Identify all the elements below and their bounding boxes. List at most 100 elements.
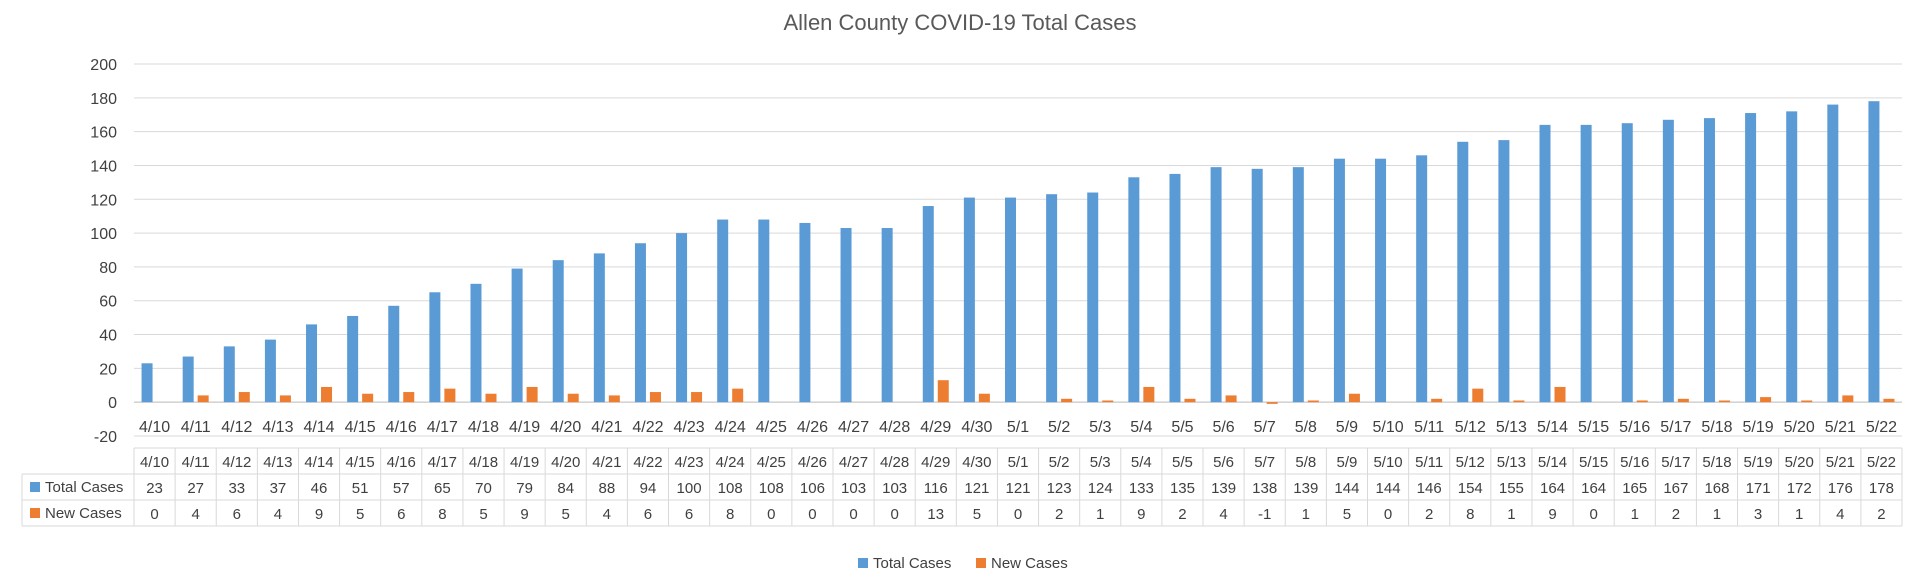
table-header-cell: 4/19 [510, 454, 539, 471]
table-header-cell: 5/8 [1295, 454, 1316, 471]
table-cell: 4 [603, 506, 611, 523]
table-cell: 9 [315, 506, 323, 523]
x-tick-label: 5/4 [1130, 419, 1152, 436]
bar-new-cases [1143, 386, 1155, 403]
table-cell: 6 [233, 506, 241, 523]
bar-total-cases [840, 228, 852, 403]
y-tick-label: 200 [90, 57, 117, 74]
table-cell: 51 [352, 480, 369, 497]
bar-total-cases [429, 292, 441, 403]
bar-new-cases [1842, 395, 1854, 403]
x-tick-label: 5/2 [1048, 419, 1070, 436]
x-tick-label: 5/22 [1866, 419, 1897, 436]
table-cell: 8 [438, 506, 446, 523]
bar-new-cases [937, 380, 949, 403]
bars [141, 101, 1895, 404]
y-tick-label: 80 [99, 260, 117, 277]
table-legend-key [30, 482, 40, 492]
table-header-cell: 4/27 [839, 454, 868, 471]
bar-new-cases [1307, 400, 1319, 403]
table-cell: 100 [677, 480, 702, 497]
table-header-cell: 4/15 [346, 454, 375, 471]
table-header-cell: 5/10 [1373, 454, 1402, 471]
gridlines [134, 63, 1902, 437]
table-cell: 9 [1137, 506, 1145, 523]
bar-total-cases [1786, 111, 1798, 403]
table-cell: 94 [640, 480, 657, 497]
y-tick-label: 100 [90, 226, 117, 243]
table-cell: 1 [1631, 506, 1639, 523]
bar-new-cases [1472, 388, 1484, 403]
table-cell: 124 [1088, 480, 1113, 497]
bar-new-cases [321, 386, 333, 403]
bar-total-cases [758, 219, 770, 403]
bar-new-cases [1801, 400, 1813, 403]
table-cell: 65 [434, 480, 451, 497]
table-cell: -1 [1258, 506, 1271, 523]
x-tick-label: 4/25 [756, 419, 787, 436]
bar-total-cases [963, 197, 975, 403]
bar-total-cases [141, 363, 153, 403]
bar-total-cases [552, 260, 564, 403]
table-cell: 171 [1746, 480, 1771, 497]
table-cell: 108 [718, 480, 743, 497]
x-tick-label: 5/18 [1701, 419, 1732, 436]
table-cell: 165 [1622, 480, 1647, 497]
bar-new-cases [526, 386, 538, 403]
table-cell: 1 [1713, 506, 1721, 523]
table-cell: 168 [1704, 480, 1729, 497]
x-tick-label: 5/11 [1414, 419, 1444, 436]
y-tick-label: 160 [90, 125, 117, 142]
table-cell: 0 [1384, 506, 1392, 523]
bar-new-cases [1513, 400, 1525, 403]
table-cell: 4 [192, 506, 200, 523]
x-tick-label: 4/11 [181, 419, 211, 436]
x-tick-label: 4/22 [632, 419, 663, 436]
x-tick-label: 5/6 [1212, 419, 1234, 436]
x-tick-label: 5/19 [1743, 419, 1774, 436]
x-tick-label: 5/5 [1171, 419, 1193, 436]
bar-new-cases [1554, 386, 1566, 403]
bar-new-cases [1677, 398, 1689, 403]
x-axis: 4/10 4/11 4/12 4/13 4/14 4/15 4/16 4/17 4/18 4/19… [139, 419, 1897, 436]
bar-total-cases [1292, 167, 1304, 403]
bar-new-cases [608, 395, 620, 403]
x-tick-label: 5/8 [1295, 419, 1317, 436]
bar-new-cases [444, 388, 456, 403]
y-tick-label: 120 [90, 192, 117, 209]
x-tick-label: 4/17 [427, 419, 458, 436]
x-tick-label: 5/3 [1089, 419, 1111, 436]
table-cell: 8 [726, 506, 734, 523]
table-cell: 6 [397, 506, 405, 523]
table-header-cell: 4/11 [182, 454, 210, 471]
x-tick-label: 4/12 [221, 419, 252, 436]
x-tick-label: 5/16 [1619, 419, 1650, 436]
table-cell: 176 [1828, 480, 1853, 497]
bar-new-cases [567, 393, 579, 403]
bar-total-cases [676, 233, 688, 403]
table-cell: 1 [1507, 506, 1515, 523]
table-cell: 13 [927, 506, 944, 523]
table-cell: 0 [150, 506, 158, 523]
table-header-cell: 4/10 [140, 454, 169, 471]
table-cell: 70 [475, 480, 492, 497]
table-header-cell: 5/4 [1131, 454, 1152, 471]
table-header-cell: 4/30 [962, 454, 991, 471]
table-cell: 4 [1219, 506, 1227, 523]
table-cell: 57 [393, 480, 410, 497]
bar-new-cases [1102, 400, 1114, 403]
bar-total-cases [388, 305, 400, 403]
table-cell: 5 [973, 506, 981, 523]
table-cell: 154 [1458, 480, 1483, 497]
table-header-cell: 4/22 [633, 454, 662, 471]
y-tick-label: 40 [99, 328, 117, 345]
table-header-cell: 5/7 [1254, 454, 1275, 471]
table-cell: 172 [1787, 480, 1812, 497]
x-tick-label: 4/26 [797, 419, 828, 436]
table-header-cell: 5/3 [1090, 454, 1111, 471]
bar-total-cases [347, 315, 359, 403]
x-tick-label: 4/28 [879, 419, 910, 436]
table-cell: 116 [924, 480, 948, 497]
table-header-cell: 4/25 [757, 454, 786, 471]
table-cell: 167 [1663, 480, 1688, 497]
